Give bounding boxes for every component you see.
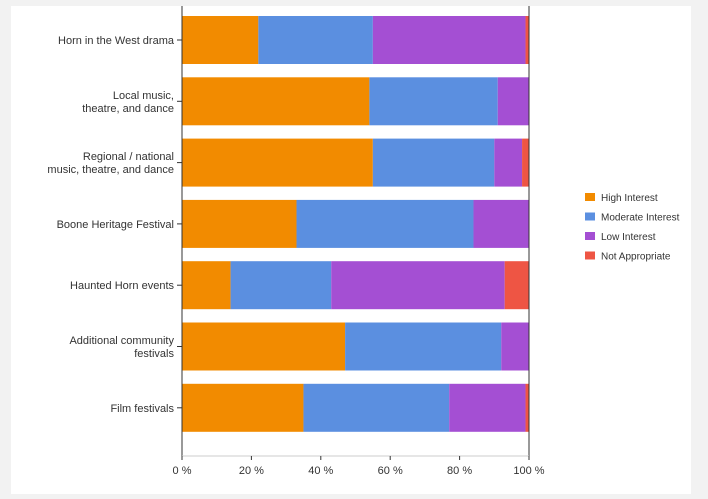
bar-segment-low — [331, 261, 505, 310]
x-tick-labels: 0 % 20 % 40 % 60 % 80 % 100 % — [173, 465, 545, 477]
bar-segment-low — [372, 16, 526, 64]
category-label: Boone Heritage Festival — [57, 219, 174, 231]
legend-swatch — [585, 232, 595, 240]
bar-segment-high — [182, 383, 304, 432]
x-tick-label: 80 % — [447, 465, 472, 477]
bar-segment-high — [182, 16, 259, 64]
bar-segment-low — [494, 138, 523, 187]
bar-segment-moderate — [230, 261, 332, 310]
legend-label: Not Appropriate — [601, 252, 671, 263]
x-tick-label: 100 % — [513, 465, 544, 477]
bar-segment-low — [449, 383, 526, 432]
x-tick-label: 20 % — [239, 465, 264, 477]
bar-segment-not-appropriate — [525, 383, 529, 432]
bar-segment-moderate — [258, 16, 373, 64]
legend: High Interest Moderate Interest Low Intere… — [585, 193, 680, 263]
bar-segment-moderate — [369, 77, 498, 126]
legend-swatch — [585, 212, 595, 221]
legend-label: Low Interest — [601, 232, 656, 243]
category-label: Regional / national music, theatre, and d… — [47, 151, 174, 176]
legend-swatch — [585, 193, 595, 201]
x-tick-label: 0 % — [173, 465, 192, 477]
category-label: Local music, theatre, and dance — [82, 90, 174, 115]
bar-segment-high — [182, 138, 373, 187]
bar-segment-high — [182, 77, 370, 126]
bar-segment-moderate — [303, 383, 450, 432]
category-label: Haunted Horn events — [70, 280, 174, 292]
bars-layer — [182, 16, 529, 432]
bar-segment-low — [473, 199, 529, 248]
bar-segment-moderate — [345, 322, 502, 371]
legend-swatch — [585, 251, 595, 260]
stacked-bar-chart: Horn in the West drama Local music, theatr… — [47, 6, 680, 477]
category-label: Horn in the West drama — [58, 35, 175, 47]
legend-label: Moderate Interest — [601, 213, 680, 224]
bar-segment-not-appropriate — [525, 16, 529, 64]
bar-segment-low — [497, 77, 529, 126]
axes-layer — [177, 6, 530, 460]
bar-segment-high — [182, 322, 346, 371]
x-tick-label: 40 % — [308, 465, 333, 477]
bar-segment-high — [182, 261, 231, 310]
bar-segment-not-appropriate — [522, 138, 529, 187]
bar-segment-moderate — [372, 138, 495, 187]
bar-segment-low — [501, 322, 529, 371]
category-label: Additional community festivals — [69, 335, 174, 360]
chart-panel: Horn in the West drama Local music, theatr… — [11, 6, 691, 494]
x-tick-label: 60 % — [378, 465, 403, 477]
bar-segment-high — [182, 199, 297, 248]
legend-label: High Interest — [601, 193, 658, 204]
bar-segment-moderate — [296, 199, 474, 248]
category-label: Film festivals — [110, 403, 174, 415]
bar-segment-not-appropriate — [504, 261, 529, 310]
category-labels: Horn in the West drama Local music, theatr… — [47, 35, 174, 415]
